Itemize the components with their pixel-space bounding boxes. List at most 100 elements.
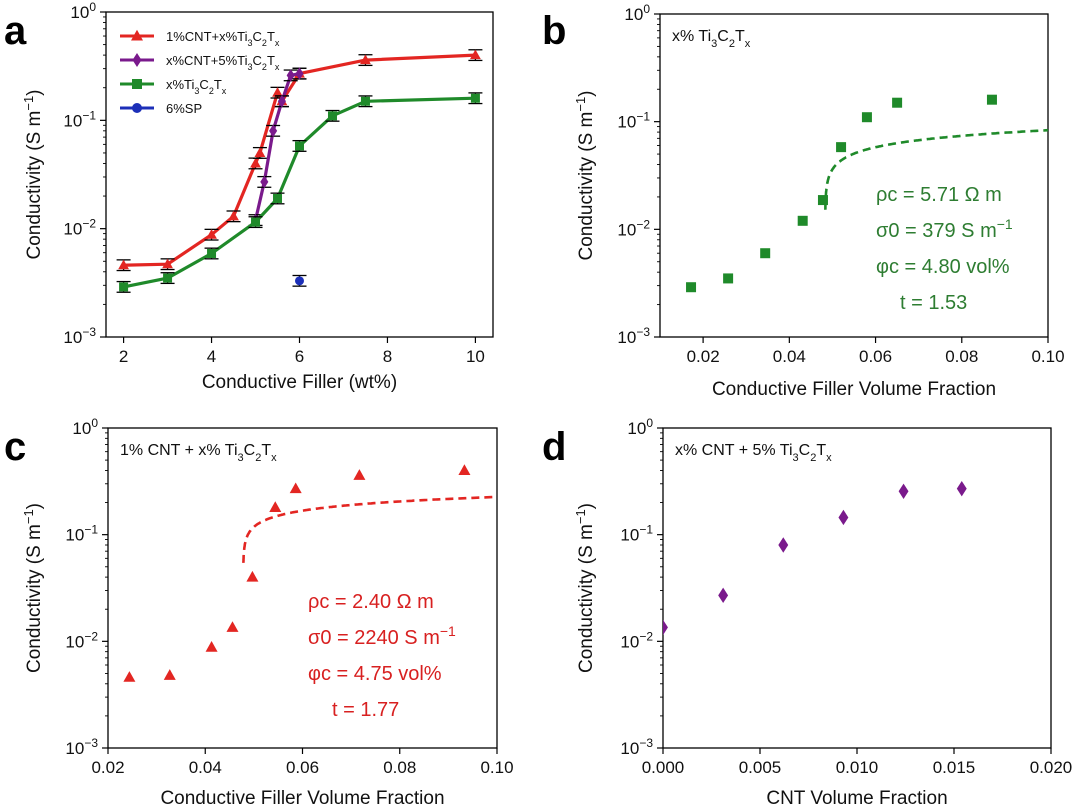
data-point: [272, 87, 283, 97]
fit-parameter: ρc = 5.71 Ω m: [876, 184, 1002, 206]
y-tick-label: 10−1: [63, 108, 96, 130]
panel-a: a 10−3 10−2 10−1 100 2 4 6 8 10 Conductive Filler …: [4, 0, 494, 393]
legend-entry: x%Ti3C2Tx: [166, 77, 227, 96]
panel-c: c 10−3 10−2 10−1 100 0.02 0.04 0.06 0.08 0.10 Cond…: [4, 416, 514, 809]
data-point: [458, 464, 471, 475]
x-tick-label: 0.005: [739, 758, 782, 777]
data-point: [162, 258, 173, 269]
y-tick-label: 10−1: [65, 523, 98, 545]
y-tick-label: 10−1: [620, 523, 653, 545]
y-axis-label: Conductivity (S m−1): [573, 503, 598, 673]
axes-frame: [659, 13, 1049, 338]
data-point: [836, 142, 847, 153]
y-tick-label: 100: [627, 416, 653, 438]
data-point: [327, 111, 337, 121]
data-point: [269, 501, 282, 512]
data-point: [228, 210, 239, 221]
y-axis-label: Conductivity (S m−1): [21, 89, 46, 259]
plot-area: [123, 464, 497, 682]
data-point: [163, 669, 176, 680]
data-point: [206, 229, 217, 239]
panel-label-d: d: [542, 425, 566, 469]
data-point: [295, 67, 304, 80]
series-red: [116, 49, 483, 272]
data-point: [838, 509, 849, 526]
data-point: [470, 93, 480, 103]
fit-parameter: σ0 = 379 S m−1: [876, 216, 1013, 242]
data-point: [163, 273, 173, 283]
data-point: [295, 276, 304, 286]
y-tick-label: 100: [72, 416, 98, 438]
panel-d: d 10−3 10−2 10−1 100 0.000 0.005 0.010 0.015 0.02…: [542, 416, 1072, 809]
data-point: [205, 641, 218, 652]
data-point: [360, 96, 370, 106]
data-point: [892, 97, 903, 108]
x-axis-label: Conductive Filler (wt%): [202, 372, 397, 393]
x-tick-label: 0.020: [1030, 758, 1073, 777]
x-tick-label: 0.06: [286, 758, 319, 777]
data-point: [251, 217, 261, 227]
x-tick-label: 0.10: [480, 758, 513, 777]
fit-curve: [824, 128, 1048, 210]
legend-marker: [131, 29, 143, 41]
y-tick-label: 100: [624, 2, 650, 24]
x-tick-label: 0.02: [687, 347, 720, 366]
data-point: [686, 282, 697, 293]
x-tick-label: 0.015: [933, 758, 976, 777]
panel-title: x% CNT + 5% Ti3C2Tx: [675, 442, 832, 464]
x-tick-label: 0.06: [859, 347, 892, 366]
legend: 1%CNT+x%Ti3C2Tx x%CNT+5%Ti3C2Tx x%Ti3C2Tx 6…: [120, 29, 280, 116]
data-point: [760, 248, 771, 259]
axes-frame: [107, 427, 498, 749]
y-axis-label: Conductivity (S m−1): [21, 503, 46, 673]
panel-b: b 10−3 10−2 10−1 100 0.02 0.04 0.06 0.08 0.10 Cond…: [542, 2, 1065, 400]
fit-parameter: σ0 = 2240 S m−1: [308, 623, 456, 649]
data-point: [226, 621, 239, 632]
data-point: [295, 141, 304, 151]
x-tick-label: 8: [383, 347, 392, 366]
y-tick-label: 10−3: [65, 736, 98, 758]
plot-area: [663, 480, 967, 636]
x-tick-label: 2: [119, 347, 128, 366]
panel-label-c: c: [4, 425, 26, 469]
x-tick-label: 0.010: [836, 758, 879, 777]
data-point: [797, 215, 808, 226]
legend-marker: [132, 53, 142, 67]
fit-curve: [242, 495, 497, 563]
data-point: [956, 480, 967, 497]
fit-parameter: ρc = 2.40 Ω m: [308, 591, 434, 613]
data-point: [123, 671, 136, 682]
axes-frame: [662, 427, 1052, 749]
x-tick-label: 0.10: [1031, 347, 1064, 366]
fit-parameter: φc = 4.80 vol%: [876, 256, 1010, 278]
data-point: [273, 193, 283, 203]
data-point: [269, 124, 278, 138]
panel-label-a: a: [4, 9, 27, 53]
data-point: [260, 175, 269, 189]
y-tick-label: 10−2: [617, 217, 650, 239]
y-tick-label: 10−3: [617, 325, 650, 347]
data-point: [254, 147, 266, 157]
panel-label-b: b: [542, 9, 566, 53]
axes-frame: [105, 11, 494, 338]
legend-entry: x%CNT+5%Ti3C2Tx: [166, 53, 280, 72]
legend-marker: [132, 79, 142, 89]
data-point: [986, 94, 997, 105]
x-tick-label: 0.04: [189, 758, 222, 777]
data-point: [118, 259, 129, 270]
y-tick-label: 100: [70, 0, 96, 22]
data-point: [778, 537, 789, 553]
plot-area: [686, 94, 1048, 293]
data-point: [207, 248, 217, 258]
legend-marker: [132, 103, 142, 113]
fit-parameter: t = 1.77: [332, 699, 399, 721]
panel-title: 1% CNT + x% Ti3C2Tx: [120, 442, 277, 464]
x-axis-label: Conductive Filler Volume Fraction: [160, 788, 444, 809]
data-point: [470, 49, 481, 60]
data-point: [119, 282, 129, 292]
x-tick-label: 4: [207, 347, 216, 366]
y-tick-label: 10−3: [620, 736, 653, 758]
x-axis-label: Conductive Filler Volume Fraction: [712, 379, 996, 400]
x-tick-label: 0.04: [773, 347, 806, 366]
